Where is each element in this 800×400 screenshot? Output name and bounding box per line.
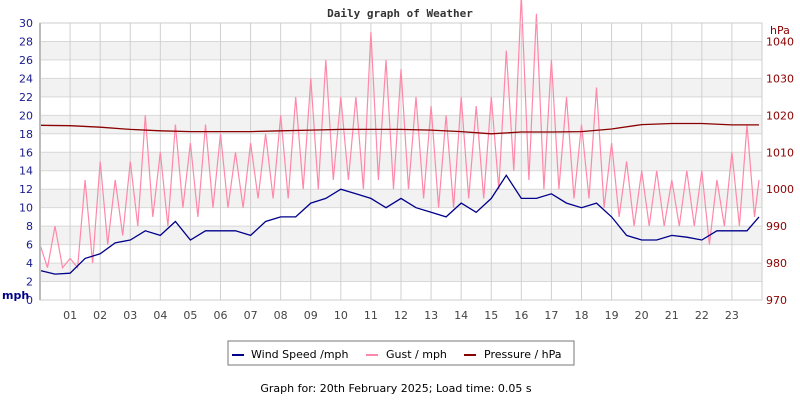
right-axis-label: hPa: [770, 24, 790, 37]
x-tick-label: 09: [304, 309, 318, 322]
x-tick-label: 17: [544, 309, 558, 322]
x-tick-label: 07: [244, 309, 258, 322]
right-tick-label: 1000: [766, 183, 794, 196]
footer-text: Graph for: 20th February 2025; Load time…: [260, 382, 532, 395]
x-tick-label: 11: [364, 309, 378, 322]
x-tick-label: 01: [63, 309, 77, 322]
x-tick-label: 08: [274, 309, 288, 322]
legend-label-gust: Gust / mph: [386, 348, 447, 361]
x-tick-label: 10: [334, 309, 348, 322]
legend-box: [227, 340, 575, 366]
legend-label-wind: Wind Speed /mph: [251, 348, 349, 361]
left-tick-label: 14: [19, 165, 33, 178]
left-tick-label: 24: [19, 72, 33, 85]
right-tick-label: 1040: [766, 35, 794, 48]
right-tick-label: 1030: [766, 72, 794, 85]
left-tick-label: 30: [19, 17, 33, 30]
gust-line: [39, 0, 760, 270]
x-axis-ticks: 01 02 03 04 05 06 07 08 09 10 11 12 13 14 15 16 17 18 19 20…: [63, 309, 739, 322]
left-tick-label: 12: [19, 183, 33, 196]
x-tick-label: 23: [725, 309, 739, 322]
left-tick-label: 2: [26, 276, 33, 289]
pressure-line: [39, 122, 759, 135]
legend-label-pressure: Pressure / hPa: [484, 348, 562, 361]
chart-title: Daily graph of Weather: [327, 7, 473, 20]
left-tick-label: 18: [19, 128, 33, 141]
right-tick-label: 1010: [766, 146, 794, 159]
right-tick-label: 980: [766, 257, 787, 270]
right-tick-label: 990: [766, 220, 787, 233]
x-tick-label: 02: [93, 309, 107, 322]
x-tick-label: 18: [575, 309, 589, 322]
left-tick-label: 6: [26, 239, 33, 252]
x-tick-label: 21: [665, 309, 679, 322]
x-tick-label: 03: [123, 309, 137, 322]
left-tick-label: 22: [19, 91, 33, 104]
series-lines: [39, 0, 760, 275]
left-tick-label: 28: [19, 35, 33, 48]
legend: Wind Speed /mph Gust / mph Pressure / hP…: [227, 340, 575, 366]
x-tick-label: 15: [484, 309, 498, 322]
left-tick-label: 20: [19, 109, 33, 122]
left-tick-label: 0: [26, 294, 33, 307]
left-tick-label: 16: [19, 146, 33, 159]
left-tick-label: 10: [19, 202, 33, 215]
x-tick-label: 22: [695, 309, 709, 322]
x-tick-label: 19: [605, 309, 619, 322]
x-tick-label: 04: [153, 309, 167, 322]
left-axis-label: mph: [2, 289, 29, 302]
left-tick-label: 26: [19, 54, 33, 67]
right-tick-label: 1020: [766, 109, 794, 122]
x-tick-label: 16: [514, 309, 528, 322]
x-tick-label: 13: [424, 309, 438, 322]
wind-speed-line: [39, 174, 760, 275]
right-tick-label: 970: [766, 294, 787, 307]
x-tick-label: 06: [214, 309, 228, 322]
left-tick-label: 4: [26, 257, 33, 270]
x-tick-label: 20: [635, 309, 649, 322]
x-tick-label: 14: [454, 309, 468, 322]
right-axis-ticks: 970 980 990 1000 1010 1020 1030 1040: [766, 35, 794, 307]
left-tick-label: 8: [26, 220, 33, 233]
x-tick-label: 05: [183, 309, 197, 322]
x-tick-label: 12: [394, 309, 408, 322]
